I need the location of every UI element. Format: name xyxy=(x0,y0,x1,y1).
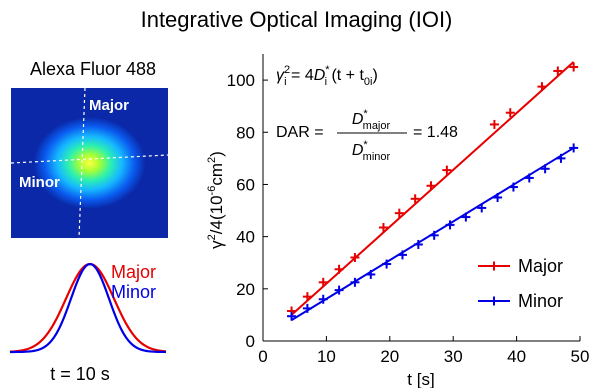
time-label: t = 10 s xyxy=(50,364,110,384)
minor-data-point xyxy=(569,143,579,153)
legend-minor-label: Minor xyxy=(518,291,563,311)
chart-axes xyxy=(262,54,580,342)
y-tick-label: 40 xyxy=(236,228,255,247)
x-tick-label: 10 xyxy=(317,347,336,366)
y-axis-label: γ2/4(10-6cm2) xyxy=(206,151,226,249)
x-tick-label: 0 xyxy=(258,347,267,366)
fluorescence-image: Major Minor xyxy=(11,88,168,238)
legend-major-label: Major xyxy=(518,256,563,276)
legend-major-plus xyxy=(489,261,499,271)
minor-data-point xyxy=(397,250,407,260)
dar-label: DAR = xyxy=(276,124,324,141)
major-data-point xyxy=(350,253,360,263)
legend-minor-marker xyxy=(489,296,499,306)
legend-minor-plus xyxy=(489,296,499,306)
dar-equation: DAR = D* major D* minor = 1.48 xyxy=(276,108,458,163)
minor-data-point xyxy=(540,164,550,174)
major-data-point xyxy=(378,223,388,233)
x-tick-label: 30 xyxy=(444,347,463,366)
minor-data-point xyxy=(429,230,439,240)
dar-denominator: D* minor xyxy=(352,139,391,163)
major-axis-line xyxy=(78,88,86,238)
major-data-point xyxy=(334,264,344,274)
minor-data-point xyxy=(334,285,344,295)
minor-data-point xyxy=(493,193,503,202)
major-data-point xyxy=(410,194,420,204)
x-tick-label: 40 xyxy=(507,347,526,366)
minor-data-point xyxy=(556,153,566,163)
minor-data-point xyxy=(461,212,471,222)
y-tick-label: 80 xyxy=(236,123,255,142)
dar-value: = 1.48 xyxy=(413,124,458,141)
minor-data-point xyxy=(302,303,312,313)
major-data-point xyxy=(537,82,547,92)
minor-data-point xyxy=(382,259,392,269)
major-data-point xyxy=(426,181,436,191)
major-data-point xyxy=(302,292,312,302)
chart-legend: Major Minor xyxy=(478,256,563,311)
minor-data-point xyxy=(508,182,518,192)
minor-data-point xyxy=(287,311,297,321)
major-data-point xyxy=(442,165,452,175)
y-tick-label: 0 xyxy=(246,332,255,351)
y-tick-label: 20 xyxy=(236,280,255,299)
profile-major-label: Major xyxy=(111,262,157,282)
minor-axis-line xyxy=(11,154,168,164)
major-data-point xyxy=(489,119,499,129)
legend-major-marker xyxy=(489,261,499,271)
minor-profile-curve xyxy=(9,262,167,354)
minor-data-point xyxy=(318,294,328,304)
major-data-point xyxy=(553,66,563,76)
major-data-point xyxy=(318,277,328,287)
x-axis-label: t [s] xyxy=(407,370,434,388)
y-tick-label: 100 xyxy=(227,71,255,90)
fluorophore-label: Alexa Fluor 488 xyxy=(29,59,157,79)
x-tick-label: 50 xyxy=(571,347,590,366)
image-crosshair xyxy=(11,88,168,238)
major-data-point xyxy=(505,108,515,118)
minor-data-point xyxy=(350,277,360,287)
image-minor-label: Minor xyxy=(19,174,60,191)
intensity-profile-plot xyxy=(9,262,167,354)
major-data-point xyxy=(569,62,579,72)
figure-title: Integrative Optical Imaging (IOI) xyxy=(140,7,453,32)
minor-data-point xyxy=(413,239,423,249)
y-tick-label: 60 xyxy=(236,175,255,194)
minor-data-point xyxy=(366,269,376,279)
diffusion-equation: γ2 i = 4D* i (t + t0i) xyxy=(276,64,378,88)
minor-data-point xyxy=(477,203,487,213)
minor-data-point xyxy=(524,173,534,183)
profile-minor-label: Minor xyxy=(111,282,157,302)
major-data-point xyxy=(394,208,404,218)
image-major-label: Major xyxy=(89,97,130,114)
x-tick-label: 20 xyxy=(380,347,399,366)
major-fit-line xyxy=(290,61,575,316)
dar-numerator: D* major xyxy=(352,108,391,132)
minor-data-point xyxy=(445,220,455,230)
